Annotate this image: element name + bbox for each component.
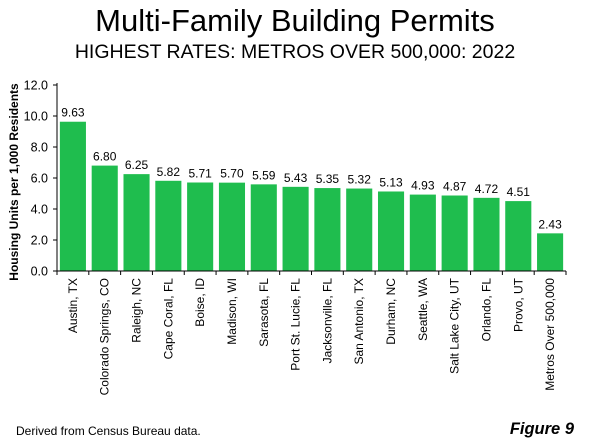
bar-0 <box>59 121 86 271</box>
x-tick-label: Austin, TX <box>66 278 80 333</box>
y-tick-label: 0.0 <box>31 265 48 279</box>
source-note: Derived from Census Bureau data. <box>16 424 201 438</box>
y-axis-title: Housing Units per 1,000 Residents <box>7 83 21 281</box>
x-tick-label: Port St. Lucie, FL <box>289 278 303 371</box>
value-label: 4.93 <box>411 179 435 193</box>
bar-1 <box>91 165 118 271</box>
y-tick-label: 10.0 <box>24 110 48 124</box>
x-tick-label: Metros Over 500,000 <box>543 278 557 391</box>
bar-8 <box>314 188 341 271</box>
labels-layer: 9.63 Austin, TX 6.80 Colorado Springs, CO 6.… <box>7 79 562 396</box>
y-tick-label: 6.0 <box>31 172 48 186</box>
value-label: 5.32 <box>348 173 372 187</box>
value-label: 5.13 <box>379 175 403 189</box>
y-tick-label: 4.0 <box>31 203 48 217</box>
bars-layer <box>59 121 564 272</box>
y-tick-label: 2.0 <box>31 234 48 248</box>
x-tick-label: Colorado Springs, CO <box>98 278 112 395</box>
axes-layer <box>53 83 567 275</box>
bar-10 <box>377 191 405 271</box>
x-tick-label: Boise, ID <box>193 278 207 327</box>
x-tick-label: Sarasota, FL <box>257 278 271 347</box>
bar-5 <box>218 182 246 271</box>
bar-7 <box>282 186 309 271</box>
x-tick-label: Madison, WI <box>225 278 239 345</box>
bar-15 <box>537 233 564 271</box>
x-tick-label: Provo, UT <box>511 277 525 332</box>
value-label: 5.59 <box>252 168 276 182</box>
y-tick-label: 12.0 <box>24 79 48 93</box>
x-tick-label: San Antonio, TX <box>352 278 366 365</box>
bar-13 <box>473 197 500 271</box>
x-tick-label: Seattle, WA <box>416 278 430 341</box>
value-label: 4.72 <box>475 182 499 196</box>
value-label: 5.35 <box>316 172 340 186</box>
x-tick-label: Durham, NC <box>384 278 398 345</box>
x-tick-label: Salt Lake City, UT <box>448 277 462 373</box>
value-label: 4.87 <box>443 180 467 194</box>
bar-14 <box>505 201 532 271</box>
bar-2 <box>123 174 150 272</box>
x-tick-label: Orlando, FL <box>479 278 493 342</box>
value-label: 5.71 <box>188 167 212 181</box>
chart-subtitle: HIGHEST RATES: METROS OVER 500,000: 2022 <box>74 41 516 63</box>
x-tick-label: Raleigh, NC <box>130 278 144 343</box>
bar-6 <box>250 184 277 271</box>
value-label: 2.43 <box>538 217 562 231</box>
bar-4 <box>187 182 214 271</box>
bar-12 <box>441 195 468 271</box>
y-tick-label: 8.0 <box>31 141 48 155</box>
bar-9 <box>346 188 373 271</box>
x-tick-label: Cape Coral, FL <box>161 278 175 360</box>
chart-title: Multi-Family Building Permits <box>95 3 495 38</box>
value-label: 5.70 <box>220 167 244 181</box>
bar-11 <box>409 194 436 271</box>
value-label: 6.25 <box>125 158 149 172</box>
figure-label: Figure 9 <box>509 420 574 438</box>
bar-3 <box>155 180 182 271</box>
value-label: 9.63 <box>61 106 85 120</box>
value-label: 6.80 <box>93 150 117 164</box>
value-label: 5.43 <box>284 171 308 185</box>
value-label: 4.51 <box>507 185 531 199</box>
value-label: 5.82 <box>157 165 181 179</box>
x-tick-label: Jacksonville, FL <box>320 278 334 364</box>
